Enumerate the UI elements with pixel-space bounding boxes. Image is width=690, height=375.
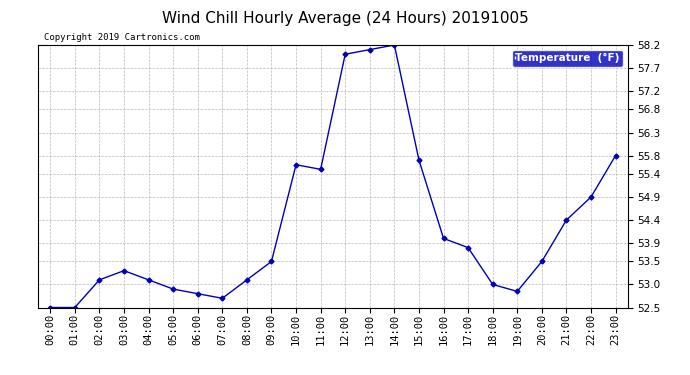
Text: Wind Chill Hourly Average (24 Hours) 20191005: Wind Chill Hourly Average (24 Hours) 201… (161, 11, 529, 26)
Text: Copyright 2019 Cartronics.com: Copyright 2019 Cartronics.com (44, 33, 199, 42)
Legend: Temperature  (°F): Temperature (°F) (512, 50, 622, 66)
